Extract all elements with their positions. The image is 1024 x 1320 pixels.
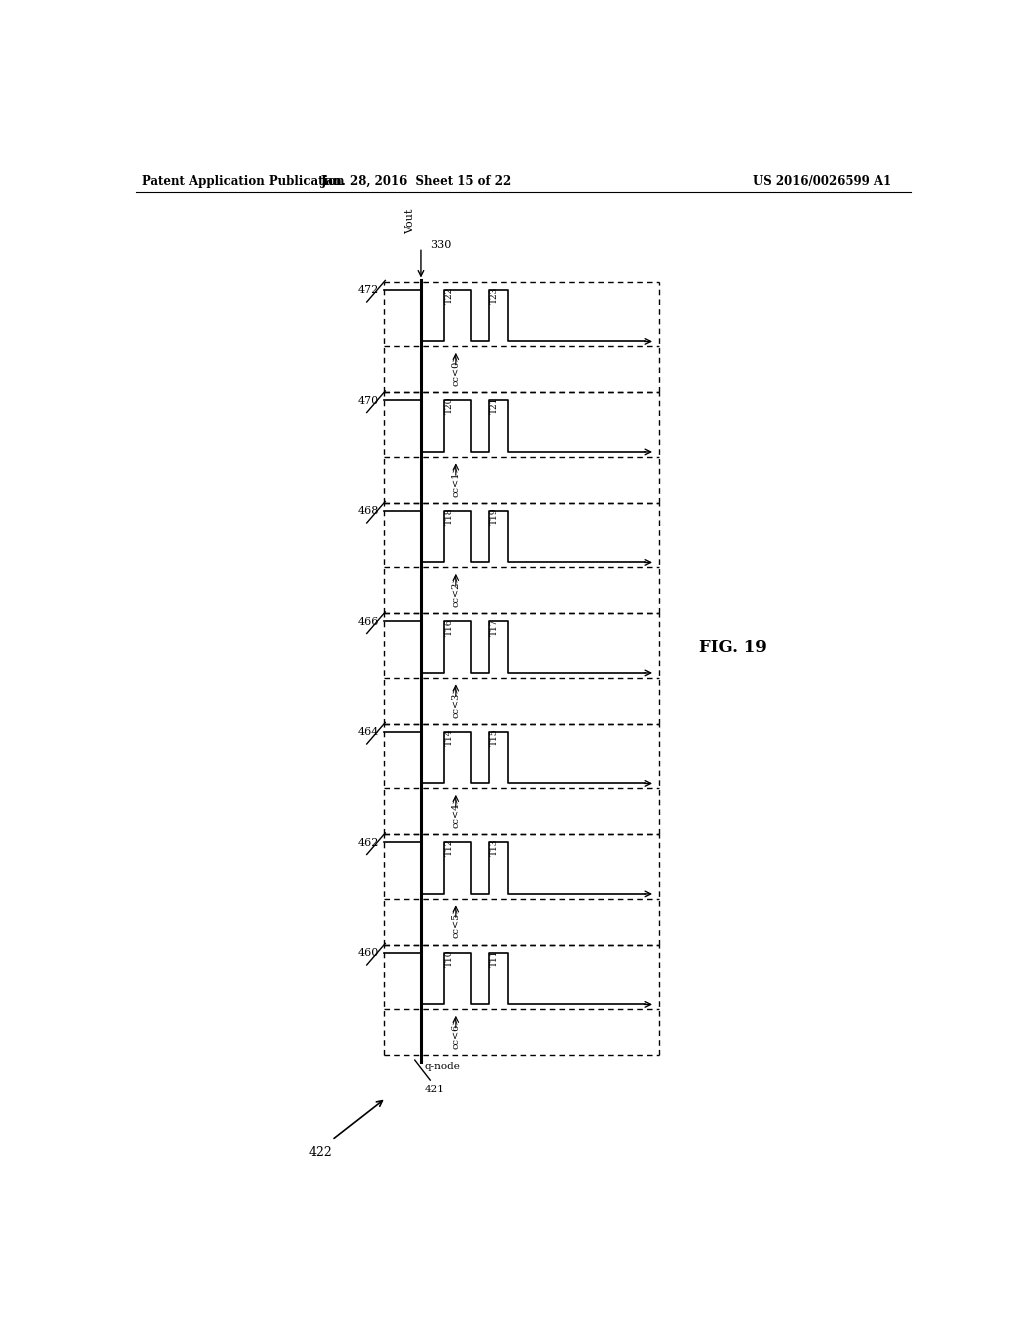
- Text: cc<3>: cc<3>: [452, 684, 461, 718]
- Text: FIG. 19: FIG. 19: [698, 639, 766, 656]
- Text: Patent Application Publication: Patent Application Publication: [142, 176, 344, 189]
- Text: cc<0>: cc<0>: [452, 352, 461, 385]
- Text: T16: T16: [445, 618, 454, 636]
- Text: 466: 466: [357, 616, 379, 627]
- Text: T17: T17: [489, 618, 499, 636]
- Text: 330: 330: [430, 240, 452, 249]
- Text: T11: T11: [489, 949, 499, 968]
- Text: T19: T19: [489, 508, 499, 525]
- Text: Vout: Vout: [406, 209, 415, 234]
- Text: T12: T12: [445, 840, 454, 857]
- Text: cc<4>: cc<4>: [452, 795, 461, 828]
- Text: 472: 472: [357, 285, 379, 296]
- Text: cc<2>: cc<2>: [452, 573, 461, 607]
- Text: T21: T21: [489, 397, 499, 414]
- Text: T10: T10: [445, 949, 454, 968]
- Text: 470: 470: [357, 396, 379, 405]
- Text: 421: 421: [425, 1085, 444, 1094]
- Text: q-node: q-node: [425, 1061, 461, 1071]
- Text: T20: T20: [445, 397, 454, 414]
- Text: Jan. 28, 2016  Sheet 15 of 22: Jan. 28, 2016 Sheet 15 of 22: [321, 176, 512, 189]
- Text: T14: T14: [445, 729, 454, 746]
- Text: cc<1>: cc<1>: [452, 463, 461, 496]
- Text: T13: T13: [489, 840, 499, 857]
- Text: T15: T15: [489, 729, 499, 746]
- Text: T23: T23: [489, 286, 499, 304]
- Text: cc<6>: cc<6>: [452, 1015, 461, 1049]
- Text: 464: 464: [357, 727, 379, 737]
- Text: 460: 460: [357, 948, 379, 958]
- Text: US 2016/0026599 A1: US 2016/0026599 A1: [754, 176, 891, 189]
- Text: 468: 468: [357, 506, 379, 516]
- Text: T18: T18: [445, 508, 454, 525]
- Text: 422: 422: [308, 1146, 332, 1159]
- Text: T22: T22: [445, 286, 454, 304]
- Text: cc<5>: cc<5>: [452, 906, 461, 939]
- Text: 462: 462: [357, 838, 379, 847]
